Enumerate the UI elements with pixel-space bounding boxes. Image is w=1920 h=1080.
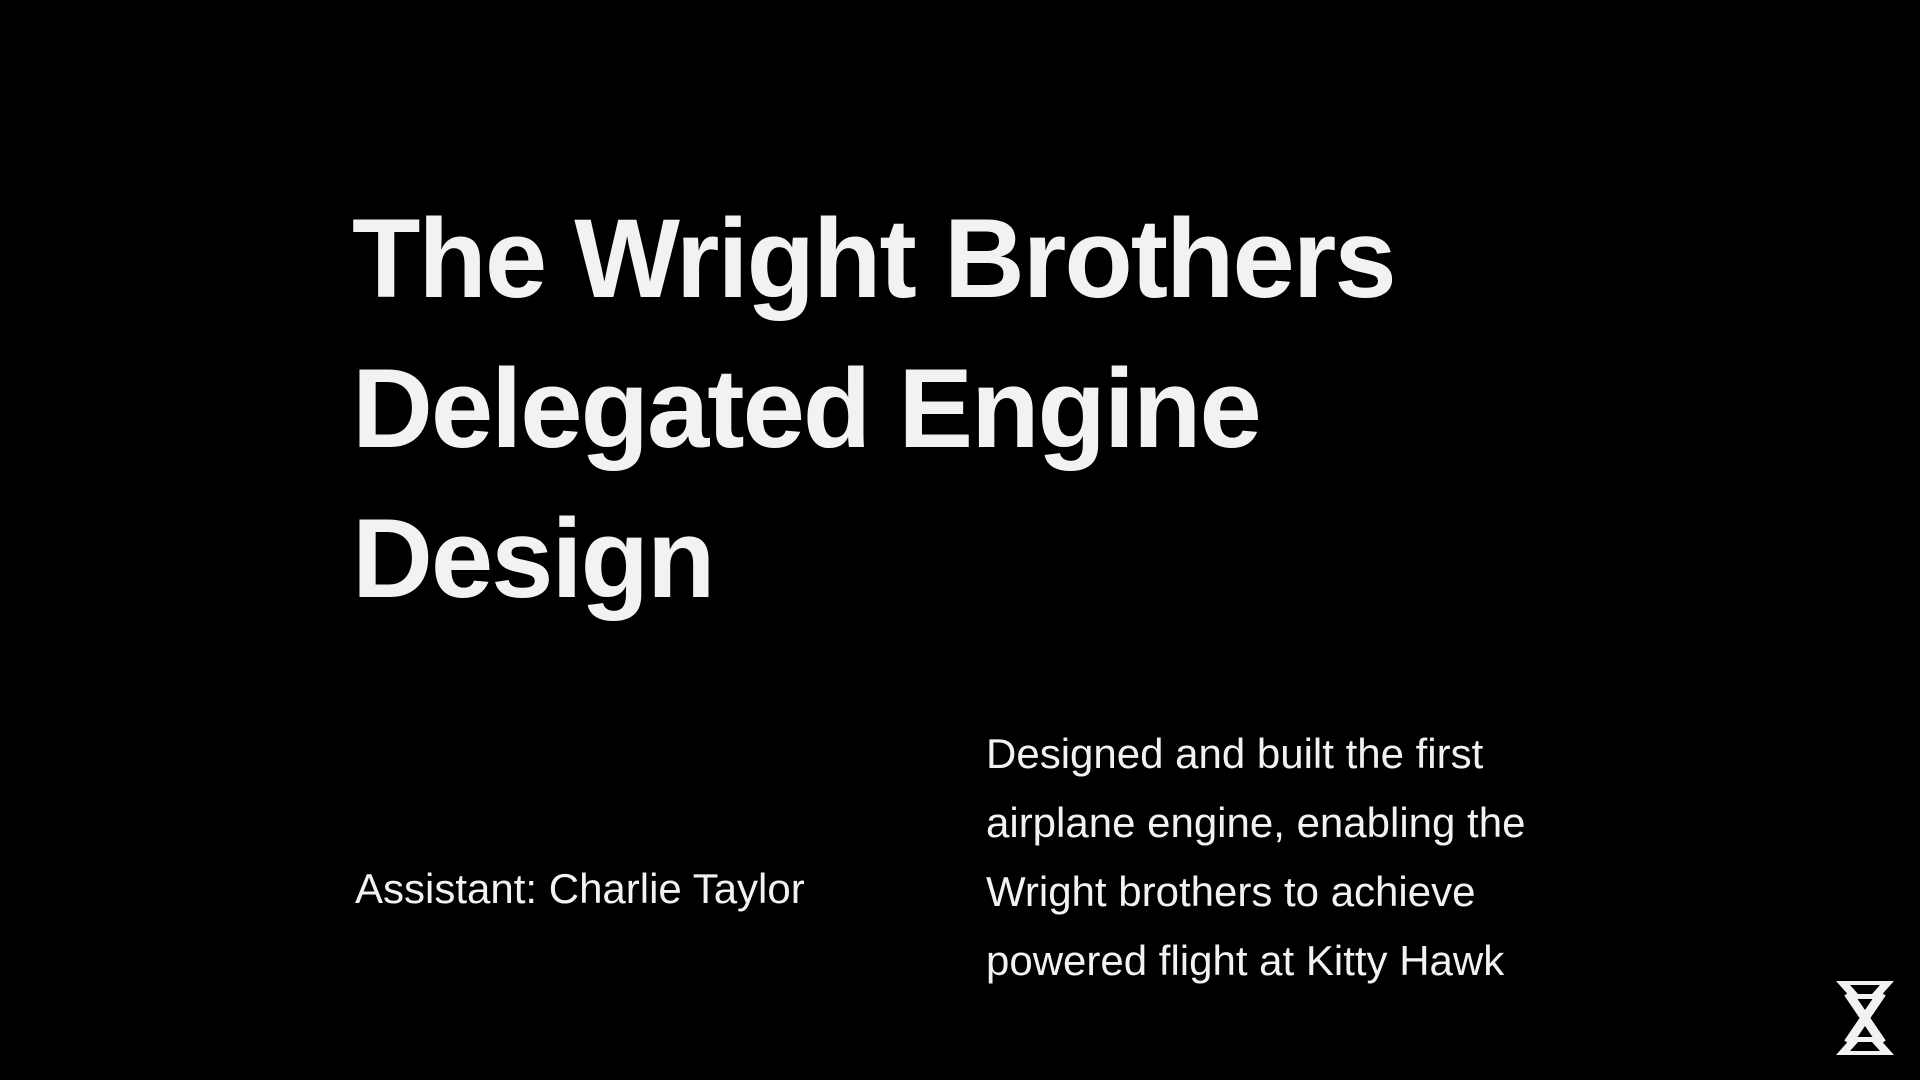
assistant-credit: Assistant: Charlie Taylor: [355, 865, 805, 912]
description-text: Designed and built the first airplane en…: [986, 730, 1526, 984]
description-container: Designed and built the first airplane en…: [986, 719, 1566, 1023]
hourglass-x-logo-icon: [1836, 981, 1894, 1055]
slide-title: The Wright Brothers Delegated Engine Des…: [352, 196, 1397, 621]
